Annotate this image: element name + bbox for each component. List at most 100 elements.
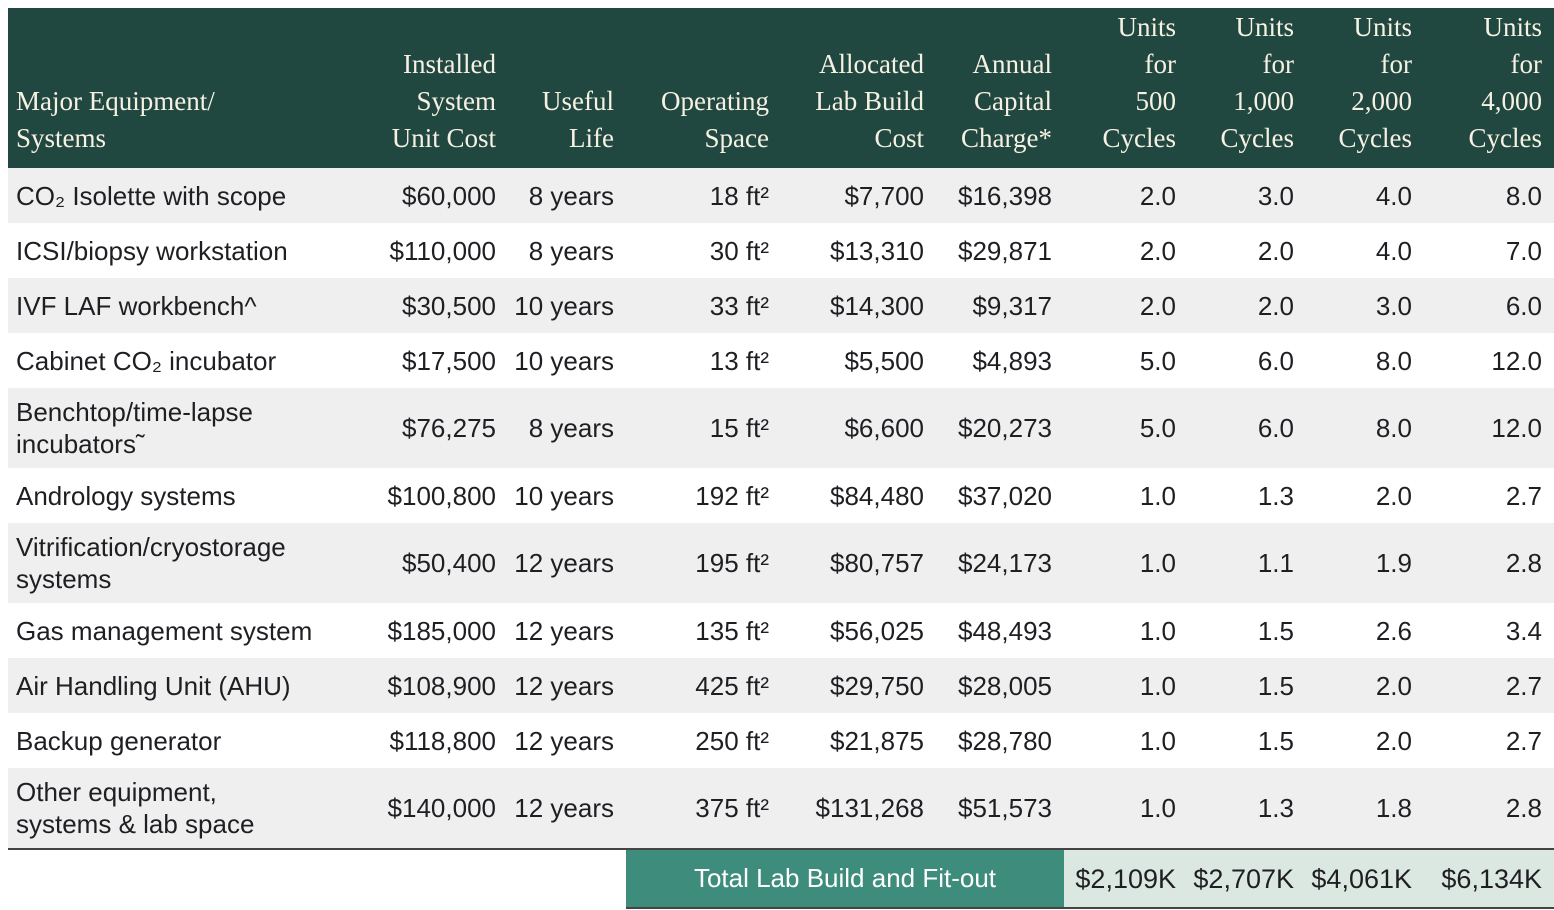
cell-units_500: 1.0 bbox=[1139, 725, 1176, 756]
header-cell-units_1000: Units for 1,000 Cycles bbox=[1220, 12, 1295, 153]
table-row: Andrology systems $100,800 10 years 192 ft²… bbox=[8, 468, 1554, 523]
cell-unit_cost: $30,500 bbox=[402, 290, 496, 321]
cell-units_4000: 2.8 bbox=[1505, 548, 1542, 578]
table-row: Vitrification/cryostorage systems $50,400… bbox=[8, 523, 1554, 603]
cell-units_4000: 2.8 bbox=[1505, 793, 1542, 823]
table-header: Major Equipment/ Systems Installed System… bbox=[8, 8, 1554, 168]
header-cell-lab_build_cost: Allocated Lab Build Cost bbox=[815, 49, 924, 153]
table-row: Gas management system $185,000 12 years 135… bbox=[8, 603, 1554, 658]
cell-units_500: 2.0 bbox=[1139, 235, 1176, 266]
cell-useful_life: 12 years bbox=[514, 548, 614, 578]
footer-spacer bbox=[8, 850, 358, 909]
table-row: IVF LAF workbench^ $30,500 10 years 33 ft² $… bbox=[8, 278, 1554, 333]
cell-units_4000: 2.7 bbox=[1505, 480, 1542, 511]
table-body: CO₂ Isolette with scope $60,000 8 years 18 … bbox=[8, 168, 1554, 848]
cell-lab_build_cost: $7,700 bbox=[844, 180, 924, 211]
cell-operating_space: 15 ft² bbox=[709, 413, 769, 443]
cell-capital_charge: $28,780 bbox=[958, 725, 1052, 756]
cell-units_500: 5.0 bbox=[1139, 413, 1176, 443]
cell-useful_life: 12 years bbox=[514, 793, 614, 823]
cell-name: Air Handling Unit (AHU) bbox=[16, 670, 291, 701]
cell-useful_life: 12 years bbox=[514, 725, 614, 756]
table-row: Other equipment, systems & lab space $140… bbox=[8, 768, 1554, 848]
cell-units_2000: 1.8 bbox=[1375, 793, 1412, 823]
cell-lab_build_cost: $14,300 bbox=[830, 290, 924, 321]
cell-unit_cost: $76,275 bbox=[402, 413, 496, 443]
cell-operating_space: 33 ft² bbox=[709, 290, 769, 321]
header-cell-operating_space: Operating Space bbox=[661, 86, 769, 153]
cell-operating_space: 425 ft² bbox=[695, 670, 769, 701]
cell-lab_build_cost: $80,757 bbox=[830, 548, 924, 578]
cell-lab_build_cost: $84,480 bbox=[830, 480, 924, 511]
cell-units_4000: 8.0 bbox=[1505, 180, 1542, 211]
header-cell-capital_charge: Annual Capital Charge* bbox=[961, 49, 1052, 153]
cell-units_1000: 1.3 bbox=[1257, 793, 1294, 823]
footer-total-value: $6,134K bbox=[1441, 863, 1542, 894]
cell-lab_build_cost: $6,600 bbox=[844, 413, 924, 443]
cell-units_2000: 1.9 bbox=[1375, 548, 1412, 578]
cell-capital_charge: $9,317 bbox=[972, 290, 1052, 321]
cell-units_4000: 12.0 bbox=[1491, 345, 1542, 376]
cell-units_500: 1.0 bbox=[1139, 793, 1176, 823]
cell-operating_space: 375 ft² bbox=[695, 793, 769, 823]
footer-total-value: $4,061K bbox=[1311, 863, 1412, 894]
cell-name: Gas management system bbox=[16, 615, 313, 646]
table-row: Backup generator $118,800 12 years 250 ft² $… bbox=[8, 713, 1554, 768]
cell-lab_build_cost: $5,500 bbox=[844, 345, 924, 376]
cell-operating_space: 250 ft² bbox=[695, 725, 769, 756]
cell-capital_charge: $20,273 bbox=[958, 413, 1052, 443]
cell-name: Andrology systems bbox=[16, 480, 236, 511]
cell-unit_cost: $50,400 bbox=[402, 548, 496, 578]
cell-capital_charge: $16,398 bbox=[958, 180, 1052, 211]
cell-units_4000: 3.4 bbox=[1505, 615, 1542, 646]
cell-units_2000: 2.0 bbox=[1375, 725, 1412, 756]
cell-capital_charge: $51,573 bbox=[958, 793, 1052, 823]
cell-useful_life: 10 years bbox=[514, 480, 614, 511]
cell-units_1000: 1.5 bbox=[1257, 670, 1294, 701]
cell-units_2000: 3.0 bbox=[1375, 290, 1412, 321]
cell-capital_charge: $29,871 bbox=[958, 235, 1052, 266]
cell-units_500: 1.0 bbox=[1139, 548, 1176, 578]
cell-capital_charge: $4,893 bbox=[972, 345, 1052, 376]
equipment-table: Major Equipment/ Systems Installed System… bbox=[8, 8, 1554, 909]
cell-units_2000: 8.0 bbox=[1375, 345, 1412, 376]
cell-units_500: 5.0 bbox=[1139, 345, 1176, 376]
table-row: CO₂ Isolette with scope $60,000 8 years 18 … bbox=[8, 168, 1554, 223]
cell-units_4000: 2.7 bbox=[1505, 670, 1542, 701]
table-row: Cabinet CO₂ incubator $17,500 10 years 13 f… bbox=[8, 333, 1554, 388]
cell-units_2000: 2.0 bbox=[1375, 480, 1412, 511]
cell-name: Cabinet CO₂ incubator bbox=[16, 345, 277, 376]
header-cell-units_4000: Units for 4,000 Cycles bbox=[1468, 12, 1543, 153]
cell-unit_cost: $60,000 bbox=[402, 180, 496, 211]
cell-units_500: 1.0 bbox=[1139, 615, 1176, 646]
cell-operating_space: 18 ft² bbox=[709, 180, 769, 211]
cell-useful_life: 8 years bbox=[528, 235, 614, 266]
cell-units_500: 1.0 bbox=[1139, 670, 1176, 701]
header-cell-name: Major Equipment/ Systems bbox=[16, 86, 215, 153]
cell-operating_space: 13 ft² bbox=[709, 345, 769, 376]
cell-name: Vitrification/cryostorage systems bbox=[16, 532, 286, 594]
table-row: Air Handling Unit (AHU) $108,900 12 years 4… bbox=[8, 658, 1554, 713]
cell-unit_cost: $100,800 bbox=[387, 480, 496, 511]
cell-name: IVF LAF workbench^ bbox=[16, 290, 257, 321]
cell-units_2000: 4.0 bbox=[1375, 180, 1412, 211]
cell-operating_space: 30 ft² bbox=[709, 235, 769, 266]
cell-operating_space: 195 ft² bbox=[695, 548, 769, 578]
cell-unit_cost: $17,500 bbox=[402, 345, 496, 376]
cell-useful_life: 10 years bbox=[514, 345, 614, 376]
cell-name: Benchtop/time-lapse incubators˜ bbox=[16, 397, 254, 459]
cell-unit_cost: $118,800 bbox=[389, 725, 496, 756]
header-cell-units_500: Units for 500 Cycles bbox=[1102, 12, 1177, 153]
cell-name: ICSI/biopsy workstation bbox=[16, 235, 288, 266]
cell-units_4000: 7.0 bbox=[1505, 235, 1542, 266]
cell-units_1000: 1.5 bbox=[1257, 615, 1294, 646]
cell-units_1000: 1.5 bbox=[1257, 725, 1294, 756]
cell-units_2000: 2.6 bbox=[1375, 615, 1412, 646]
header-cell-unit_cost: Installed System Unit Cost bbox=[391, 49, 496, 153]
cell-useful_life: 12 years bbox=[514, 615, 614, 646]
cell-units_2000: 2.0 bbox=[1375, 670, 1412, 701]
cell-lab_build_cost: $56,025 bbox=[830, 615, 924, 646]
cell-lab_build_cost: $13,310 bbox=[830, 235, 924, 266]
cell-units_1000: 1.1 bbox=[1257, 548, 1294, 578]
